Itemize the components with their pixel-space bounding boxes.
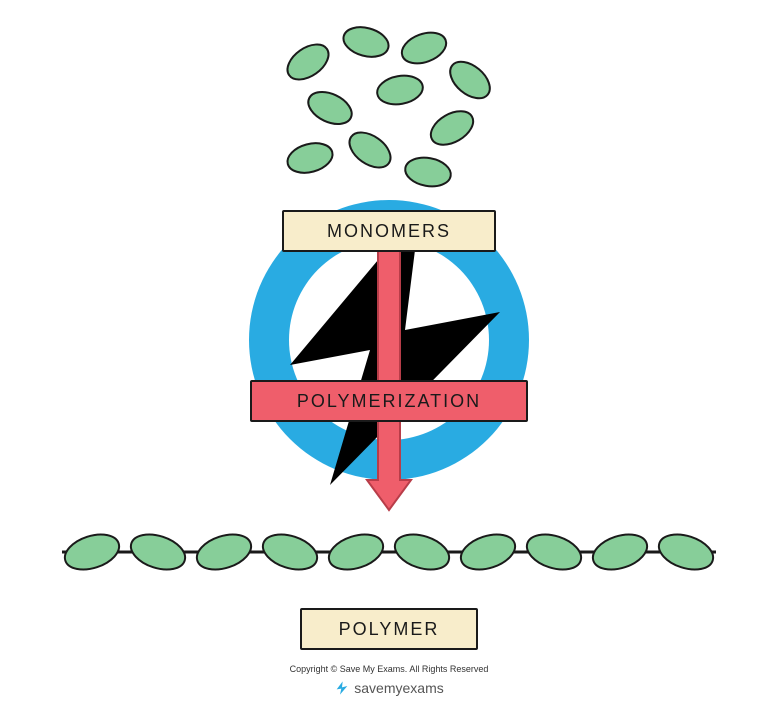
copyright-text: Copyright © Save My Exams. All Rights Re… [0, 664, 778, 674]
brand-bolt-icon [334, 680, 350, 696]
brand-name: savemyexams [354, 680, 443, 696]
monomers-label: MONOMERS [282, 210, 496, 252]
diagram-canvas: MONOMERS POLYMERIZATION POLYMER Copyrigh… [0, 0, 778, 723]
polymerization-label: POLYMERIZATION [250, 380, 528, 422]
polymer-label: POLYMER [300, 608, 478, 650]
brand-logo: savemyexams [0, 680, 778, 696]
